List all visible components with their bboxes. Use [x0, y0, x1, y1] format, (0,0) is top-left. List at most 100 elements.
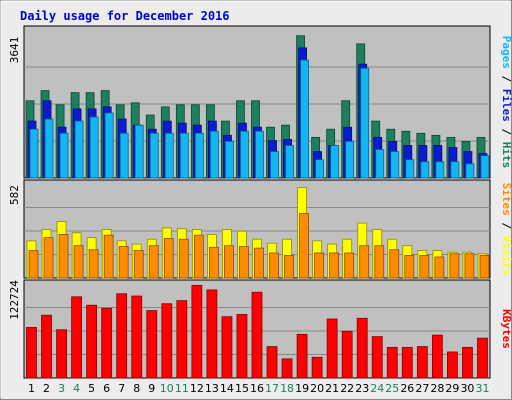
x-tick-label: 15 — [235, 382, 249, 395]
panel-1-legend-label: Pages / Files / Hits — [500, 36, 512, 169]
bar-sites-day-30 — [464, 253, 475, 279]
bar-sites-day-3 — [58, 233, 69, 279]
x-tick-label: 27 — [415, 382, 429, 395]
bar-kbytes-day-6 — [101, 307, 113, 379]
bar-pages-day-25 — [390, 151, 400, 179]
bar-pages-day-7 — [119, 132, 129, 179]
x-tick-label: 12 — [190, 382, 204, 395]
bar-sites-day-5 — [88, 249, 99, 279]
bar-kbytes-day-23 — [356, 317, 368, 379]
bar-pages-day-17 — [270, 151, 279, 179]
legend-hits: Hits — [500, 142, 512, 169]
bar-kbytes-day-20 — [311, 356, 323, 379]
panel-3-legend-label: KBytes — [500, 309, 512, 349]
bar-kbytes-day-30 — [462, 346, 473, 379]
bar-pages-day-2 — [44, 118, 54, 179]
x-tick-label: 24 — [370, 382, 384, 395]
bar-sites-day-20 — [314, 252, 325, 279]
x-tick-label: 13 — [205, 382, 219, 395]
bar-kbytes-day-13 — [206, 289, 218, 379]
bar-pages-day-24 — [375, 149, 385, 179]
bar-kbytes-day-18 — [281, 358, 293, 379]
bar-kbytes-day-24 — [371, 336, 383, 379]
bar-pages-day-5 — [89, 116, 99, 179]
bar-kbytes-day-14 — [221, 316, 233, 379]
bar-sites-day-25 — [389, 249, 400, 279]
bar-kbytes-day-8 — [131, 295, 143, 379]
bar-pages-day-27 — [420, 161, 430, 179]
bar-kbytes-day-4 — [71, 296, 82, 379]
bar-pages-day-22 — [345, 141, 355, 179]
bar-kbytes-day-1 — [26, 327, 37, 379]
bar-sites-day-26 — [404, 254, 415, 279]
bar-sites-day-17 — [269, 252, 279, 279]
x-tick-label: 14 — [220, 382, 234, 395]
bar-kbytes-day-3 — [56, 329, 67, 379]
x-tick-label: 4 — [73, 382, 80, 395]
x-tick-label: 31 — [475, 382, 489, 395]
legend-sites: Sites — [500, 183, 512, 216]
bar-sites-day-14 — [224, 245, 234, 279]
bar-pages-day-21 — [330, 145, 340, 179]
x-tick-label: 25 — [385, 382, 399, 395]
x-tick-label: 30 — [460, 382, 474, 395]
bar-kbytes-day-10 — [161, 303, 173, 379]
bar-sites-day-1 — [28, 250, 39, 279]
bar-kbytes-day-19 — [296, 333, 308, 379]
bar-sites-day-9 — [148, 245, 159, 279]
bar-pages-day-10 — [164, 132, 174, 179]
x-tick-label: 22 — [340, 382, 354, 395]
x-tick-label: 20 — [310, 382, 324, 395]
x-tick-label: 8 — [133, 382, 140, 395]
bar-pages-day-29 — [450, 161, 460, 179]
bar-kbytes-day-25 — [386, 346, 398, 379]
bar-sites-day-4 — [73, 245, 84, 279]
legend-pages: Pages — [500, 36, 512, 69]
bar-kbytes-day-29 — [447, 351, 458, 379]
bar-pages-day-28 — [435, 161, 445, 179]
legend-kbytes: KBytes — [500, 309, 512, 349]
legend-visits: Visits — [500, 236, 512, 276]
bar-kbytes-day-28 — [431, 334, 443, 379]
x-tick-label: 10 — [160, 382, 174, 395]
chart-title: Daily usage for December 2016 — [20, 9, 230, 23]
bar-kbytes-day-31 — [477, 337, 488, 379]
legend-separator: / — [500, 69, 512, 89]
bar-pages-day-3 — [59, 132, 69, 179]
bar-kbytes-day-22 — [341, 330, 353, 379]
x-tick-label: 26 — [400, 382, 414, 395]
bar-sites-day-6 — [103, 234, 114, 279]
x-tick-label: 3 — [58, 382, 65, 395]
legend-separator: / — [500, 122, 512, 142]
x-tick-label: 29 — [445, 382, 459, 395]
panel-3-ymax-label: 122724 — [8, 280, 21, 320]
bar-pages-day-15 — [240, 130, 249, 179]
bar-sites-day-28 — [434, 256, 445, 279]
bar-sites-day-10 — [163, 238, 174, 279]
bar-pages-day-1 — [29, 128, 39, 179]
bar-kbytes-day-21 — [326, 318, 338, 379]
x-tick-label: 1 — [28, 382, 35, 395]
bar-pages-day-6 — [104, 112, 114, 179]
bar-pages-day-12 — [194, 132, 204, 179]
bar-pages-day-8 — [134, 124, 144, 179]
x-tick-label: 28 — [430, 382, 444, 395]
bar-pages-day-11 — [179, 132, 189, 179]
x-tick-label: 7 — [118, 382, 125, 395]
bar-kbytes-day-17 — [266, 346, 278, 379]
bar-sites-day-13 — [208, 246, 219, 279]
x-tick-label: 5 — [88, 382, 95, 395]
bar-sites-day-21 — [329, 252, 340, 279]
x-tick-label: 23 — [355, 382, 369, 395]
bar-sites-day-2 — [43, 237, 54, 279]
panel-2-ymax-label: 582 — [8, 185, 21, 205]
bar-kbytes-day-12 — [191, 284, 203, 379]
bar-sites-day-19 — [299, 212, 309, 279]
bar-kbytes-day-5 — [86, 304, 98, 379]
bar-sites-day-12 — [193, 234, 204, 279]
x-tick-label: 19 — [295, 382, 309, 395]
x-tick-label: 16 — [250, 382, 264, 395]
x-tick-label: 2 — [43, 382, 50, 395]
bar-sites-day-24 — [374, 245, 385, 279]
bar-pages-day-19 — [300, 59, 309, 179]
